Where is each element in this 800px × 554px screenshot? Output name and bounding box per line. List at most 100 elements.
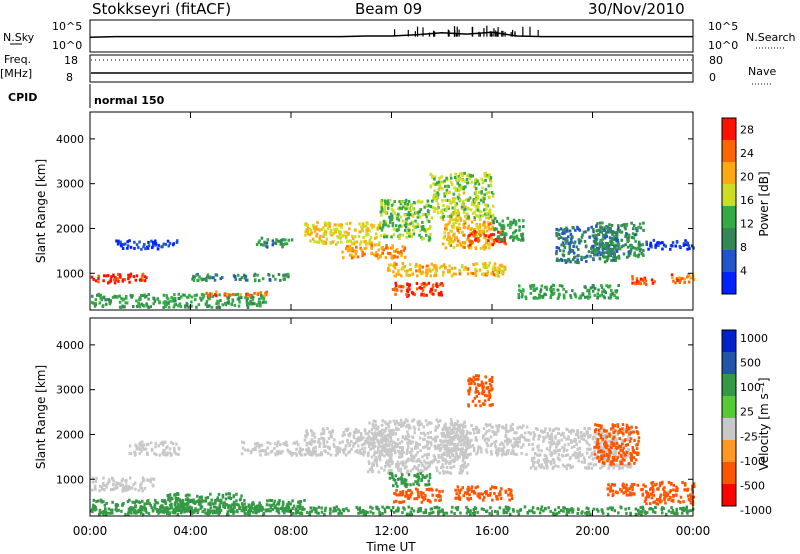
- heatmap-cell: [619, 448, 623, 452]
- heatmap-cell: [411, 467, 415, 471]
- heatmap-cell: [208, 292, 212, 296]
- heatmap-cell: [629, 491, 632, 495]
- heatmap-cell: [477, 190, 481, 194]
- heatmap-cell: [334, 230, 337, 234]
- heatmap-cell: [423, 453, 427, 457]
- heatmap-cell: [166, 451, 169, 455]
- heatmap-cell: [240, 296, 243, 300]
- heatmap-cell: [406, 202, 410, 206]
- heatmap-cell: [135, 444, 138, 448]
- heatmap-cell: [149, 305, 152, 309]
- heatmap-cell: [490, 218, 494, 222]
- heatmap-cell: [407, 489, 410, 492]
- heatmap-cell: [430, 292, 434, 295]
- heatmap-cell: [426, 431, 430, 435]
- heatmap-cell: [373, 236, 377, 240]
- heatmap-cell: [169, 453, 173, 457]
- heatmap-cell: [477, 239, 481, 243]
- heatmap-cell: [274, 277, 277, 281]
- heatmap-cell: [620, 224, 623, 228]
- heatmap-cell: [232, 500, 236, 504]
- heatmap-cell: [404, 207, 407, 211]
- heatmap-cell: [435, 466, 438, 470]
- heatmap-cell: [608, 284, 612, 288]
- heatmap-cell: [609, 462, 612, 466]
- heatmap-cell: [132, 483, 135, 487]
- heatmap-cell: [130, 486, 134, 490]
- heatmap-cell: [580, 255, 583, 259]
- heatmap-cell: [380, 206, 383, 210]
- heatmap-cell: [187, 305, 190, 309]
- heatmap-cell: [445, 209, 448, 213]
- heatmap-cell: [607, 493, 610, 497]
- heatmap-cell: [128, 487, 131, 491]
- heatmap-cell: [411, 419, 414, 423]
- heatmap-cell: [375, 451, 378, 454]
- heatmap-cell: [562, 244, 566, 247]
- heatmap-cell: [532, 437, 535, 441]
- heatmap-cell: [600, 449, 603, 453]
- heatmap-cell: [509, 439, 512, 443]
- heatmap-cell: [396, 442, 399, 446]
- heatmap-cell: [336, 450, 339, 454]
- heatmap-cell: [428, 236, 432, 240]
- heatmap-cell: [453, 207, 456, 211]
- heatmap-cell: [501, 238, 505, 242]
- heatmap-cell: [602, 234, 605, 238]
- heatmap-cell: [447, 471, 450, 474]
- heatmap-cell: [263, 243, 266, 247]
- heatmap-cell: [100, 485, 104, 489]
- heatmap-cell: [416, 446, 419, 450]
- heatmap-cell: [482, 223, 485, 227]
- heatmap-cell: [327, 436, 331, 440]
- heatmap-cell: [536, 453, 539, 457]
- heatmap-cell: [350, 248, 353, 252]
- heatmap-cell: [566, 259, 569, 263]
- heatmap-cell: [494, 217, 497, 221]
- heatmap-cell: [458, 448, 461, 452]
- heatmap-cell: [240, 276, 244, 280]
- heatmap-cell: [345, 236, 348, 240]
- heatmap-cell: [397, 207, 400, 211]
- heatmap-cell: [588, 295, 592, 299]
- heatmap-cell: [391, 224, 394, 228]
- heatmap-cell: [358, 242, 362, 246]
- heatmap-cell: [281, 238, 284, 242]
- heatmap-cell: [405, 465, 408, 469]
- heatmap-cell: [297, 443, 300, 446]
- heatmap-cell: [447, 185, 450, 188]
- heatmap-cell: [520, 295, 524, 299]
- heatmap-cell: [449, 466, 452, 470]
- heatmap-cell: [416, 222, 419, 226]
- heatmap-cell: [403, 465, 407, 469]
- heatmap-cell: [457, 226, 461, 230]
- heatmap-cell: [367, 460, 371, 464]
- heatmap-cell: [464, 451, 467, 455]
- heatmap-cell: [402, 500, 406, 504]
- heatmap-cell: [391, 216, 394, 220]
- heatmap-cell: [476, 203, 480, 206]
- heatmap-cell: [543, 292, 546, 296]
- heatmap-cell: [503, 236, 506, 240]
- heatmap-cell: [460, 428, 464, 432]
- heatmap-cell: [368, 462, 371, 465]
- heatmap-cell: [401, 446, 404, 449]
- heatmap-cell: [457, 423, 460, 427]
- heatmap-cell: [375, 427, 378, 431]
- heatmap-cell: [164, 242, 167, 246]
- heatmap-cell: [492, 485, 495, 489]
- heatmap-cell: [400, 254, 403, 257]
- heatmap-cell: [231, 292, 235, 296]
- heatmap-cell: [472, 379, 475, 383]
- heatmap-cell: [331, 232, 335, 235]
- heatmap-cell: [428, 482, 431, 486]
- heatmap-cell: [565, 290, 568, 294]
- heatmap-cell: [574, 228, 577, 232]
- heatmap-cell: [376, 440, 380, 444]
- heatmap-cell: [409, 483, 412, 487]
- heatmap-cell: [454, 496, 457, 500]
- heatmap-cell: [462, 226, 466, 229]
- heatmap-cell: [377, 243, 381, 247]
- heatmap-cell: [273, 446, 276, 450]
